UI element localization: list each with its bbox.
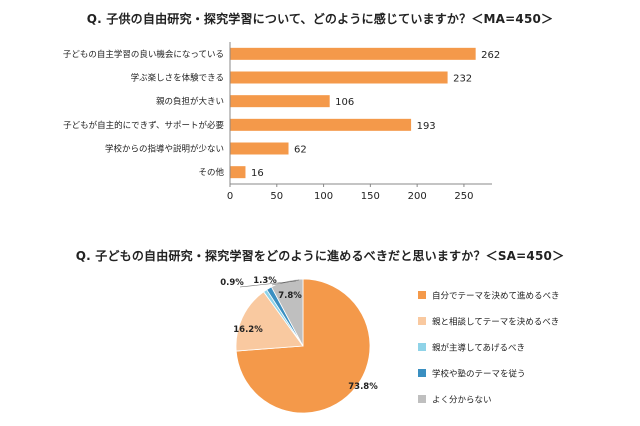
pie-value-label: 16.2%	[233, 325, 263, 335]
legend-swatch	[418, 317, 426, 325]
legend-label: 自分でテーマを決めて進めるべき	[432, 291, 560, 302]
bar	[230, 166, 246, 179]
legend-swatch	[418, 369, 426, 377]
bar	[230, 118, 412, 131]
pie-leader-line	[271, 279, 300, 286]
legend-swatch	[418, 395, 426, 403]
legend-label: よく分からない	[432, 396, 492, 406]
pie-value-label: 1.3%	[253, 276, 277, 286]
legend-swatch	[418, 343, 426, 351]
bar-value-label: 262	[481, 50, 500, 61]
bar-value-label: 62	[294, 145, 307, 156]
bar-category-label: 子どもの自主学習の良い機会になっている	[63, 49, 224, 60]
bar-value-label: 193	[417, 121, 436, 132]
bar-value-label: 232	[453, 74, 472, 85]
bar	[230, 47, 476, 60]
pie-slice	[270, 278, 304, 347]
pie-value-label: 7.8%	[278, 291, 302, 301]
bar-category-label: 学ぶ楽しさを体験できる	[131, 73, 224, 84]
legend-label: 親が主導してあげるべき	[432, 343, 525, 354]
bar-category-label: 親の負担が大きい	[156, 96, 224, 107]
bar-value-label: 106	[335, 97, 354, 108]
x-tick-label: 100	[314, 191, 333, 202]
bar-category-label: その他	[198, 167, 224, 178]
x-tick-label: 200	[408, 191, 427, 202]
legend-swatch	[418, 291, 426, 299]
pie-slice	[235, 291, 304, 352]
bar	[230, 71, 448, 84]
pie-value-label: 73.8%	[348, 382, 378, 392]
x-tick-label: 250	[454, 191, 473, 202]
legend-label: 学校や塾のテーマを従う	[432, 369, 526, 380]
pie-value-label: 0.9%	[220, 278, 244, 288]
legend-label: 親と相談してテーマを決めるべき	[432, 317, 559, 328]
bar-category-label: 子どもが自主的にできず、サポートが必要	[63, 120, 224, 131]
x-tick-label: 50	[270, 191, 283, 202]
x-tick-label: 0	[227, 191, 233, 202]
x-tick-label: 150	[361, 191, 380, 202]
bar	[230, 142, 289, 155]
bar	[230, 95, 330, 108]
bar-chart-title: Q. 子供の自由研究・探究学習について、どのように感じていますか？＜MA=450…	[86, 12, 554, 26]
bar-category-label: 学校からの指導や説明が少ない	[105, 144, 224, 155]
pie-chart-title: Q. 子どもの自由研究・探究学習をどのように進めるべきだと思いますか？＜SA=4…	[75, 249, 565, 263]
bar-value-label: 16	[251, 168, 264, 179]
